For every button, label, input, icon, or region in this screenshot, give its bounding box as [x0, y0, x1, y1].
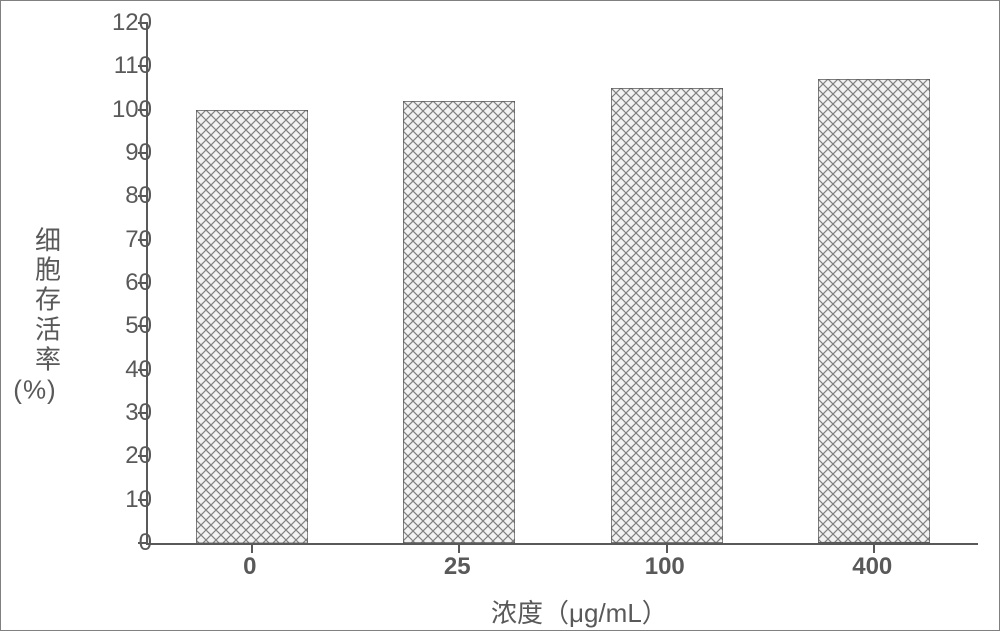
x-tick — [873, 543, 875, 553]
y-tick-label: 90 — [125, 139, 152, 167]
y-tick-label: 50 — [125, 312, 152, 340]
y-tick-label: 100 — [112, 96, 152, 124]
x-tick — [666, 543, 668, 553]
chart-container: 0 10 20 30 40 50 60 70 80 90 100 110 120 0 25 100 400 细… — [0, 0, 1000, 631]
bar — [818, 79, 930, 543]
x-axis-label: 浓度（μg/mL） — [491, 593, 668, 630]
y-tick-label: 10 — [125, 486, 152, 514]
x-tick-label: 400 — [852, 553, 892, 581]
x-axis-label-text: 浓度（μg/mL） — [491, 598, 668, 628]
y-tick-label: 120 — [112, 9, 152, 37]
y-tick-label: 20 — [125, 442, 152, 470]
bar — [403, 101, 515, 543]
y-tick-label: 30 — [125, 399, 152, 427]
x-tick-label: 100 — [645, 553, 685, 581]
plot-area — [146, 23, 978, 545]
bar — [196, 110, 308, 543]
y-axis-label-c5: 率 — [35, 344, 61, 374]
y-axis-label: 细 胞 存 活 率 (%) — [33, 226, 63, 405]
bar — [611, 88, 723, 543]
y-axis-label-suffix: (%) — [13, 374, 56, 404]
x-tick-label: 0 — [243, 553, 256, 581]
x-tick — [458, 543, 460, 553]
y-tick-label: 70 — [125, 226, 152, 254]
y-tick-label: 0 — [139, 529, 152, 557]
y-tick-label: 110 — [114, 52, 152, 80]
y-axis-label-c2: 胞 — [35, 255, 61, 285]
x-tick — [251, 543, 253, 553]
y-tick-label: 60 — [125, 269, 152, 297]
y-axis-label-c4: 活 — [35, 315, 61, 345]
y-axis-label-c3: 存 — [35, 285, 61, 315]
y-tick-label: 80 — [125, 182, 152, 210]
y-axis-label-c1: 细 — [35, 225, 61, 255]
x-tick-label: 25 — [444, 553, 471, 581]
y-tick-label: 40 — [125, 356, 152, 384]
